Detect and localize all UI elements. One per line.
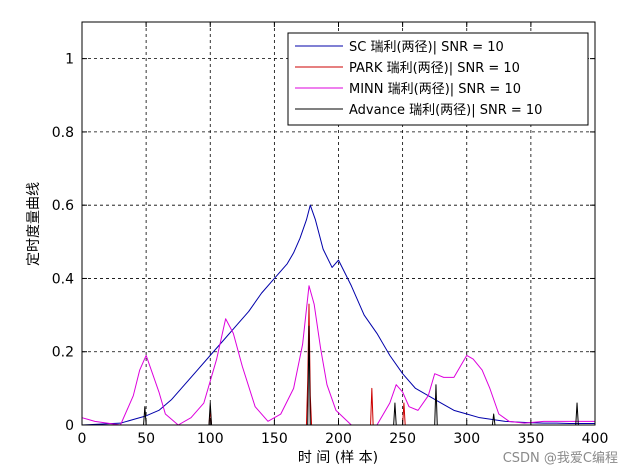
x-axis-label: 时 间 (样 本) xyxy=(298,450,378,466)
legend-box xyxy=(287,32,589,126)
legend-label-park: PARK 瑞利(两径)| SNR = 10 xyxy=(349,61,520,76)
legend: SC 瑞利(两径)| SNR = 10 PARK 瑞利(两径)| SNR = 1… xyxy=(287,32,589,126)
series-line-minn xyxy=(81,285,595,426)
legend-label-minn: MINN 瑞利(两径)| SNR = 10 xyxy=(349,82,521,97)
y-tick-label: 0.6 xyxy=(52,198,74,214)
legend-label-advance: Advance 瑞利(两径)| SNR = 10 xyxy=(349,103,542,118)
axis-ticks: 0 50 100 150 200 250 300 350 400 0 0.2 0.4 0.6 0.8 1 xyxy=(52,22,609,447)
y-axis-label: 定时度量曲线 xyxy=(26,182,42,266)
x-tick-label: 50 xyxy=(137,431,155,447)
x-tick-label: 350 xyxy=(518,431,545,447)
y-tick-label: 0 xyxy=(65,418,74,434)
x-tick-label: 250 xyxy=(389,431,416,447)
y-tick-label: 0.4 xyxy=(52,271,74,287)
watermark: CSDN @我爱C编程 xyxy=(503,451,618,466)
y-tick-label: 1 xyxy=(65,52,74,68)
x-tick-label: 150 xyxy=(261,431,288,447)
x-tick-label: 400 xyxy=(582,431,609,447)
x-tick-label: 200 xyxy=(325,431,352,447)
y-tick-label: 0.8 xyxy=(52,125,74,141)
series-line-sc xyxy=(81,204,595,426)
x-tick-label: 100 xyxy=(197,431,224,447)
y-tick-label: 0.2 xyxy=(52,345,74,361)
x-tick-label: 0 xyxy=(78,431,87,447)
x-tick-label: 300 xyxy=(453,431,480,447)
legend-label-sc: SC 瑞利(两径)| SNR = 10 xyxy=(349,40,504,55)
